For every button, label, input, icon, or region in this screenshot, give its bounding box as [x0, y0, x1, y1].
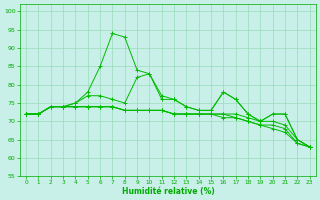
X-axis label: Humidité relative (%): Humidité relative (%)	[122, 187, 214, 196]
